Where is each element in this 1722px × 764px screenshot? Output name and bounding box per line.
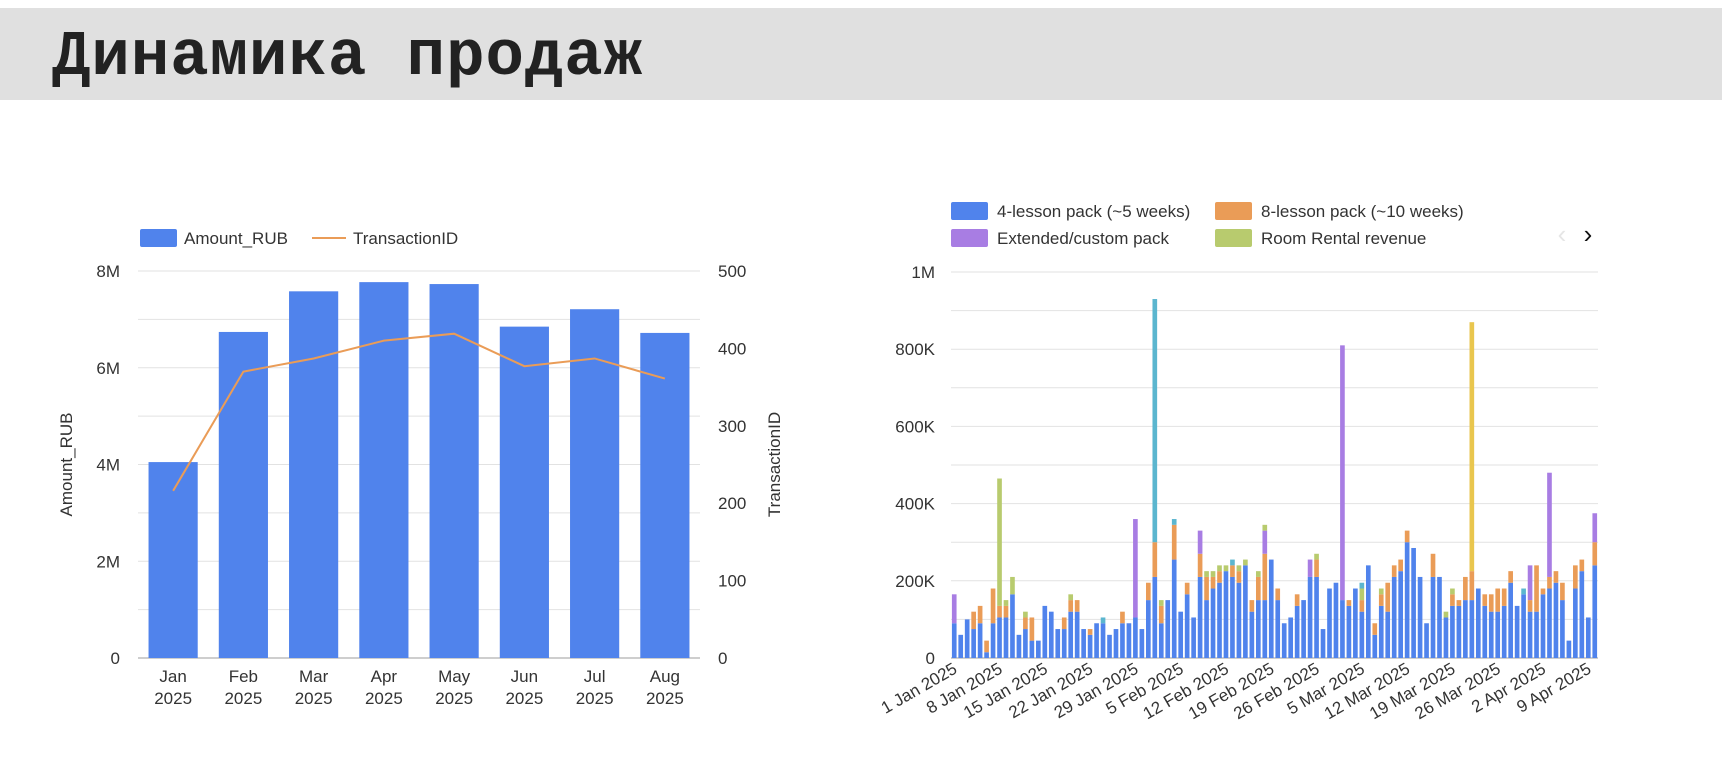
y-tick-label: 6M: [96, 359, 120, 378]
y2-tick-label: 0: [718, 649, 727, 668]
bar-amount-rub: [149, 462, 198, 658]
y-tick-label: 4M: [96, 456, 120, 475]
bar-amount-rub: [289, 291, 338, 658]
legend-next-button[interactable]: ›: [1577, 220, 1599, 248]
x-tick-label-month: May: [438, 667, 471, 686]
y2-axis-title: TransactionID: [765, 412, 784, 517]
x-tick-label-month: Jun: [511, 667, 538, 686]
bar-amount-rub: [500, 327, 549, 658]
x-tick-label-month: Feb: [229, 667, 258, 686]
x-tick-label-month: Apr: [371, 667, 398, 686]
y-tick-label: 0: [111, 649, 120, 668]
y-axis-title: Amount_RUB: [57, 413, 76, 517]
x-tick-label-year: 2025: [224, 689, 262, 708]
y2-tick-label: 200: [718, 494, 746, 513]
x-tick-label-year: 2025: [365, 689, 403, 708]
legend-label-amount-rub: Amount_RUB: [184, 229, 288, 248]
legend-prev-button[interactable]: ‹: [1551, 220, 1573, 248]
y2-tick-label: 500: [718, 262, 746, 281]
x-tick-label-year: 2025: [154, 689, 192, 708]
x-tick-label-year: 2025: [646, 689, 684, 708]
x-tick-label-month: Jul: [584, 667, 606, 686]
x-tick-label-month: Jan: [159, 667, 186, 686]
legend-label-transaction-id: TransactionID: [353, 229, 458, 248]
x-tick-label-year: 2025: [576, 689, 614, 708]
legend-swatch-amount-rub: [140, 229, 177, 247]
x-tick-label-year: 2025: [505, 689, 543, 708]
bar-amount-rub: [640, 333, 689, 658]
x-tick-label-month: Aug: [650, 667, 680, 686]
bar-amount-rub: [430, 284, 479, 658]
bar-amount-rub: [219, 332, 268, 658]
y-tick-label: 2M: [96, 552, 120, 571]
x-tick-label-month: Mar: [299, 667, 329, 686]
x-tick-label-year: 2025: [435, 689, 473, 708]
x-tick-label-year: 2025: [295, 689, 333, 708]
y2-tick-label: 100: [718, 572, 746, 591]
bar-amount-rub: [570, 309, 619, 658]
y2-tick-label: 400: [718, 339, 746, 358]
y2-tick-label: 300: [718, 417, 746, 436]
y-tick-label: 8M: [96, 262, 120, 281]
